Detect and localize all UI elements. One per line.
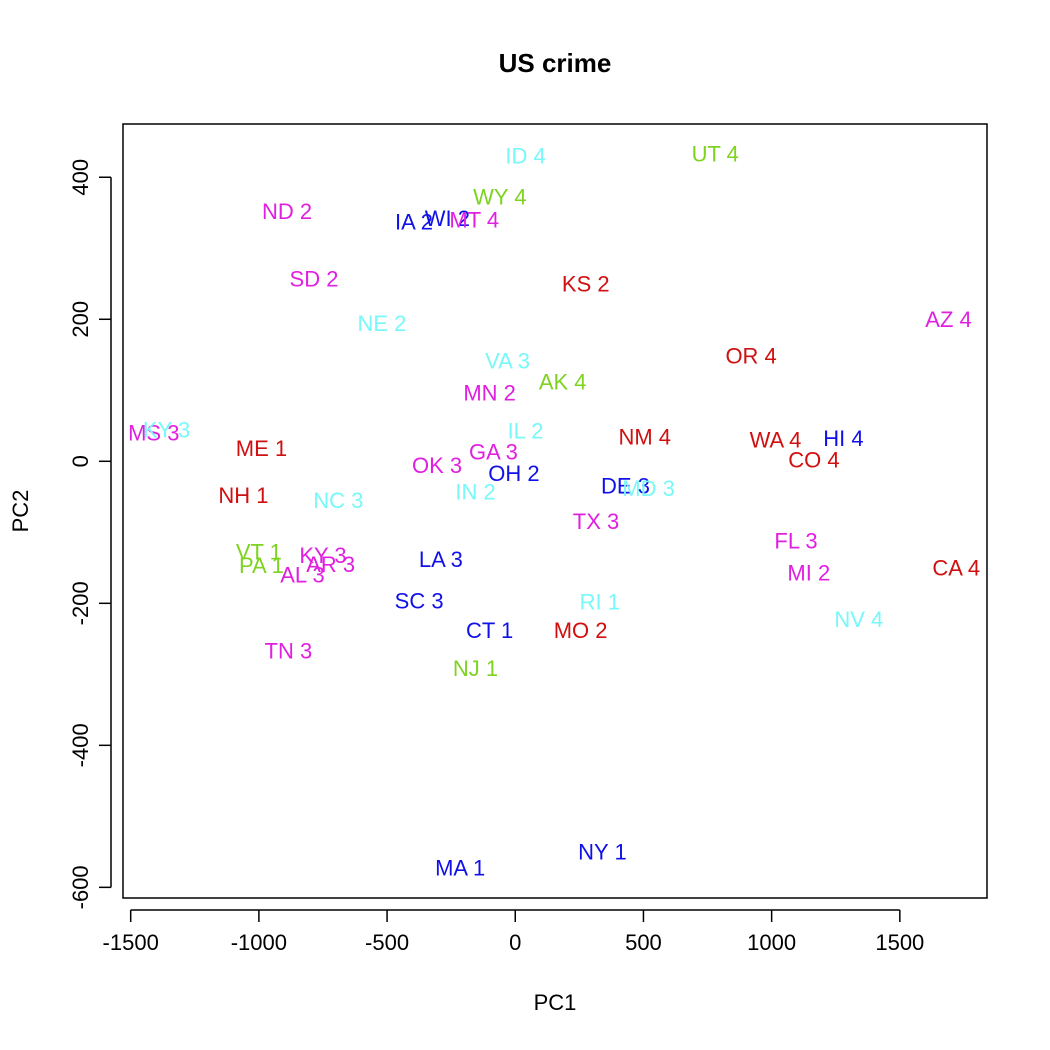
data-point-label: WA 4: [750, 427, 802, 452]
data-point-label: SD 2: [290, 266, 339, 291]
data-point-label: AZ 4: [925, 307, 971, 332]
data-point-label: KY 3: [143, 418, 190, 443]
data-point-label: UT 4: [692, 141, 739, 166]
data-point-label: PA 1: [239, 553, 284, 578]
data-point-label: MA 1: [435, 856, 485, 881]
data-point-label: IL 2: [508, 418, 544, 443]
data-point-label: VT 1: [236, 540, 282, 565]
y-axis-label: PC2: [8, 490, 33, 533]
data-point-label: NE 2: [357, 311, 406, 336]
data-point-label: AR 3: [306, 552, 355, 577]
data-point-label: KS 2: [562, 271, 610, 296]
data-point-label: RI 1: [580, 589, 620, 614]
data-point-label: FL 3: [774, 528, 817, 553]
data-point-label: CT 1: [466, 618, 513, 643]
x-tick-label: -500: [365, 930, 409, 955]
data-point-label: ND 2: [262, 199, 312, 224]
y-tick-label: 0: [68, 455, 93, 467]
data-point-label: AK 4: [539, 369, 587, 394]
data-point-label: NV 4: [834, 607, 883, 632]
data-point-label: CO 4: [788, 447, 839, 472]
data-point-label: CA 4: [932, 555, 980, 580]
data-point-label: ME 1: [236, 436, 287, 461]
plot-frame: [122, 123, 988, 899]
data-point-label: MO 2: [554, 618, 608, 643]
x-tick-label: -1500: [103, 930, 159, 955]
data-point-label: LA 3: [419, 547, 463, 572]
data-point-label: TN 3: [265, 638, 313, 663]
y-tick-label: -400: [68, 723, 93, 767]
data-point-label: OR 4: [725, 344, 776, 369]
x-tick-label: 0: [509, 930, 521, 955]
x-tick-label: -1000: [231, 930, 287, 955]
data-point-label: MS 3: [128, 420, 179, 445]
data-point-label: NJ 1: [453, 656, 498, 681]
data-point-label: NC 3: [313, 488, 363, 513]
data-point-label: WI 2: [425, 206, 470, 231]
x-axis-label: PC1: [534, 990, 577, 1015]
data-point-label: SC 3: [395, 589, 444, 614]
data-point-label: DE 3: [601, 474, 650, 499]
data-point-label: MI 2: [787, 560, 830, 585]
data-point-label: ID 4: [505, 143, 545, 168]
y-tick-label: -200: [68, 581, 93, 625]
data-point-label: MT 4: [449, 207, 499, 232]
data-point-label: IA 2: [395, 209, 433, 234]
y-axis: -600 -400 -200 0 200 400: [68, 159, 112, 909]
data-point-label: OH 2: [488, 461, 539, 486]
data-point-label: OK 3: [412, 453, 462, 478]
data-point-label: IN 2: [455, 479, 495, 504]
x-tick-label: 500: [625, 930, 662, 955]
data-point-label: HI 4: [823, 426, 863, 451]
data-point-label: TX 3: [573, 509, 619, 534]
chart-title: US crime: [499, 48, 612, 78]
data-point-label: GA 3: [469, 440, 518, 465]
data-point-label: NM 4: [618, 425, 671, 450]
y-tick-label: 400: [68, 159, 93, 196]
data-point-label: MN 2: [463, 381, 516, 406]
y-tick-label: -600: [68, 865, 93, 909]
x-tick-label: 1500: [875, 930, 924, 955]
data-point-label: NY 1: [578, 839, 627, 864]
data-point-label: KY 3: [299, 543, 346, 568]
x-axis: -1500 -1000 -500 0 500 1000 1500: [103, 909, 924, 955]
y-tick-label: 200: [68, 301, 93, 338]
data-point-label: AL 3: [280, 562, 324, 587]
data-point-label: MD 3: [622, 476, 675, 501]
data-points: ID 4 UT 4 WY 4 ND 2 IA 2WI 2MT 4 SD 2 KS 2 NE 2…: [128, 141, 980, 880]
data-point-label: VA 3: [485, 349, 530, 374]
data-point-label: WY 4: [473, 185, 526, 210]
data-point-label: NH 1: [218, 483, 268, 508]
x-tick-label: 1000: [747, 930, 796, 955]
